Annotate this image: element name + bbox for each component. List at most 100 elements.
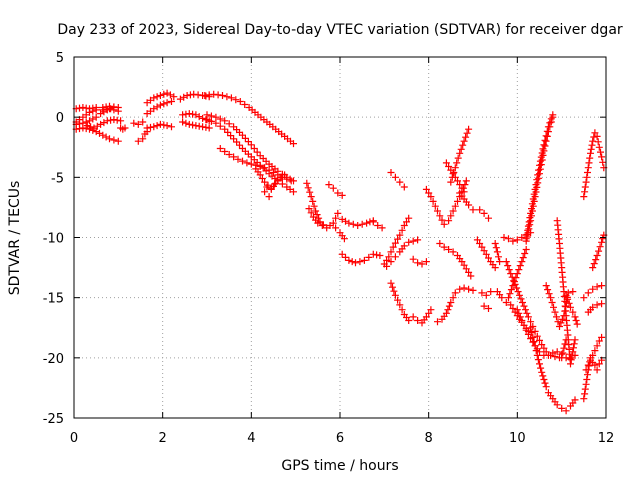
data-point: [168, 98, 175, 105]
data-point: [114, 137, 122, 145]
data-point: [314, 219, 322, 227]
data-point: [512, 274, 520, 282]
data-point: [434, 207, 441, 215]
data-point: [547, 294, 555, 302]
data-point: [427, 306, 435, 314]
x-tick-labels: 0 2 4 6 8 10 12: [70, 431, 614, 446]
data-point: [409, 255, 417, 263]
data-point: [558, 404, 566, 412]
data-point: [250, 145, 258, 152]
data-point: [263, 183, 271, 191]
data-point: [338, 191, 346, 199]
data-point: [239, 157, 246, 165]
data-point: [599, 158, 607, 166]
data-point: [247, 160, 255, 168]
data-point: [584, 371, 591, 379]
data-point: [495, 253, 502, 261]
data-point: [534, 179, 542, 187]
data-point: [103, 106, 111, 114]
data-point: [447, 178, 455, 186]
data-point: [598, 300, 606, 308]
series-arc-17: [203, 111, 297, 185]
series-arc-04: [72, 124, 122, 145]
data-point: [553, 401, 561, 409]
data-point: [568, 352, 576, 360]
data-point: [283, 175, 291, 183]
data-point: [491, 240, 499, 247]
data-point: [96, 129, 103, 137]
data-point: [583, 376, 591, 383]
data-point: [134, 137, 142, 145]
data-point: [548, 299, 556, 306]
data-point: [491, 264, 499, 272]
data-point: [465, 268, 473, 276]
data-point: [580, 193, 588, 201]
data-point: [593, 132, 601, 140]
data-point: [427, 193, 435, 201]
data-point: [516, 313, 524, 321]
data-point: [482, 250, 490, 258]
data-point: [522, 326, 530, 334]
data-point: [409, 237, 417, 245]
data-point: [557, 319, 565, 327]
data-point: [586, 154, 594, 162]
data-point: [394, 296, 402, 304]
data-point: [507, 270, 515, 278]
data-point: [527, 318, 535, 326]
data-point: [520, 321, 528, 329]
data-point: [531, 193, 539, 201]
data-point: [139, 135, 147, 143]
data-point: [539, 151, 547, 159]
data-point: [230, 153, 238, 161]
data-point: [530, 338, 538, 346]
data-point: [476, 206, 484, 214]
data-point: [103, 117, 111, 125]
data-point: [121, 124, 129, 132]
data-point: [539, 372, 547, 380]
data-point: [338, 250, 346, 258]
data-point: [363, 219, 371, 227]
data-point: [195, 122, 203, 130]
data-point: [480, 302, 488, 310]
data-point: [522, 237, 530, 245]
data-point: [160, 90, 168, 98]
data-point: [533, 332, 541, 340]
data-point: [595, 247, 603, 255]
data-point: [253, 148, 261, 156]
data-point: [261, 178, 269, 186]
data-point: [534, 356, 542, 364]
data-point: [247, 141, 255, 149]
data-point: [551, 308, 559, 316]
data-point: [536, 165, 544, 173]
series-arc-08: [134, 135, 147, 145]
data-point: [156, 101, 164, 109]
data-point: [156, 92, 164, 99]
data-point: [385, 253, 393, 261]
data-point: [234, 155, 242, 163]
data-point: [454, 197, 461, 205]
data-point: [524, 229, 532, 237]
data-point: [518, 258, 526, 266]
data-point: [179, 118, 187, 126]
data-point: [391, 239, 399, 247]
series-arc-13: [176, 90, 213, 103]
y-tick-label: 0: [56, 111, 64, 126]
data-point: [434, 318, 441, 326]
data-point: [496, 258, 504, 266]
data-point: [591, 347, 599, 355]
y-tick-label: 5: [56, 51, 64, 66]
series-arc-30: [380, 214, 413, 268]
data-point: [519, 299, 526, 306]
data-point: [531, 327, 539, 335]
data-point: [207, 117, 215, 125]
data-point: [189, 110, 197, 118]
data-point: [400, 222, 408, 229]
data-point: [398, 306, 406, 314]
data-point: [529, 202, 537, 210]
data-point: [515, 309, 523, 317]
data-point: [236, 141, 243, 149]
data-point: [219, 92, 226, 99]
data-point: [227, 132, 235, 140]
data-point: [584, 361, 592, 369]
